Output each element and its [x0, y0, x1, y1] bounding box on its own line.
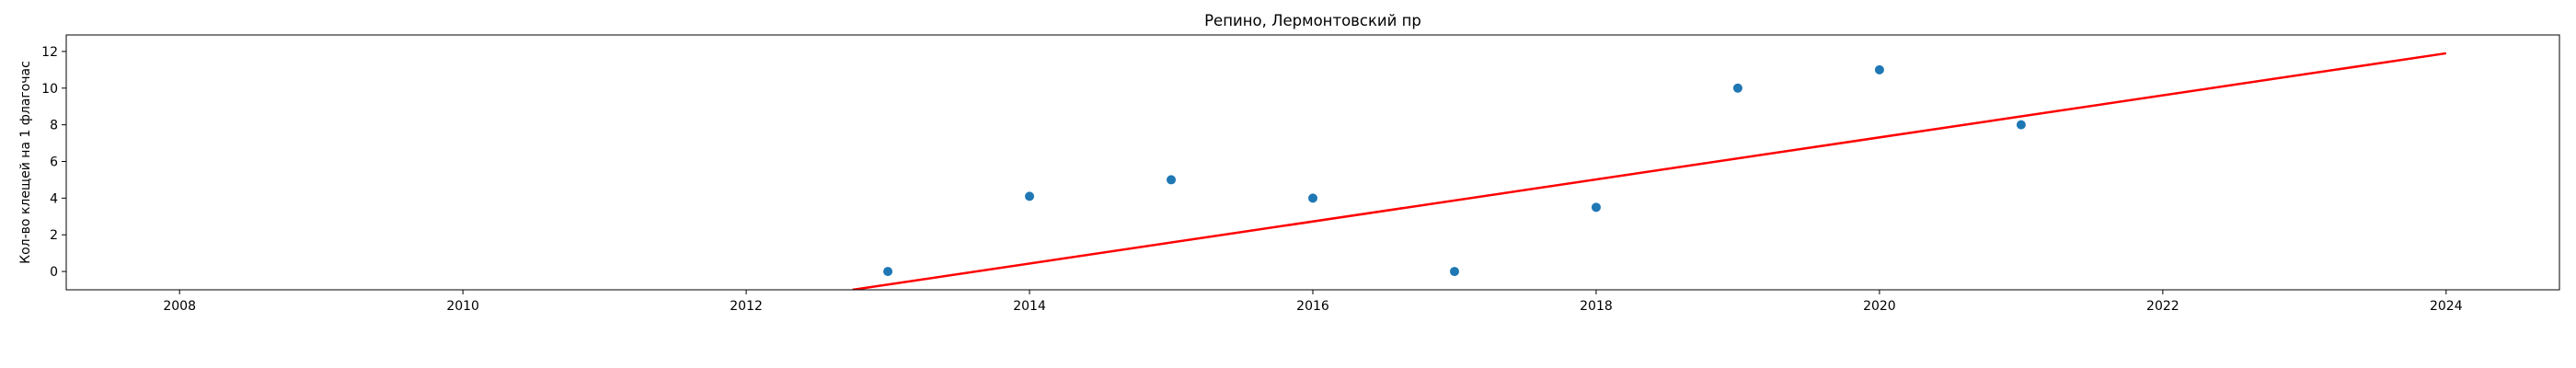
data-point	[1874, 64, 1884, 75]
y-tick-label: 0	[50, 265, 58, 280]
trend-line	[852, 52, 2447, 290]
y-tick-label: 8	[50, 119, 58, 133]
y-tick-label: 10	[41, 82, 58, 97]
x-axis: 2008 2010 2012 2014 2016 2018 2020 2022 2024	[163, 290, 2463, 314]
y-axis: 0 2 4 6 8 10 12	[41, 45, 66, 280]
plot-content	[852, 52, 2447, 290]
data-point	[1591, 202, 1601, 213]
x-tick-label: 2024	[2430, 299, 2463, 314]
data-point	[1308, 193, 1317, 203]
data-point	[1167, 175, 1177, 185]
y-tick-label: 6	[50, 155, 58, 170]
x-tick-label: 2022	[2146, 299, 2179, 314]
x-tick-label: 2016	[1296, 299, 1329, 314]
y-axis-label: Кол-во клещей на 1 флагочас	[18, 61, 33, 264]
chart-title: Репино, Лермонтовский пр	[1204, 12, 1421, 29]
plot-frame	[65, 34, 2560, 291]
y-tick-label: 4	[50, 191, 58, 206]
x-tick-label: 2020	[1863, 299, 1896, 314]
x-tick-label: 2010	[446, 299, 479, 314]
x-tick-label: 2014	[1013, 299, 1046, 314]
y-tick-label: 2	[50, 228, 58, 243]
x-tick-label: 2012	[730, 299, 763, 314]
data-point	[883, 267, 893, 277]
x-tick-label: 2018	[1580, 299, 1613, 314]
y-tick-label: 12	[41, 45, 58, 60]
data-point	[1025, 191, 1035, 201]
x-tick-label: 2008	[163, 299, 196, 314]
data-point	[2016, 120, 2026, 130]
data-point	[1449, 267, 1459, 277]
data-point	[1732, 83, 1742, 93]
